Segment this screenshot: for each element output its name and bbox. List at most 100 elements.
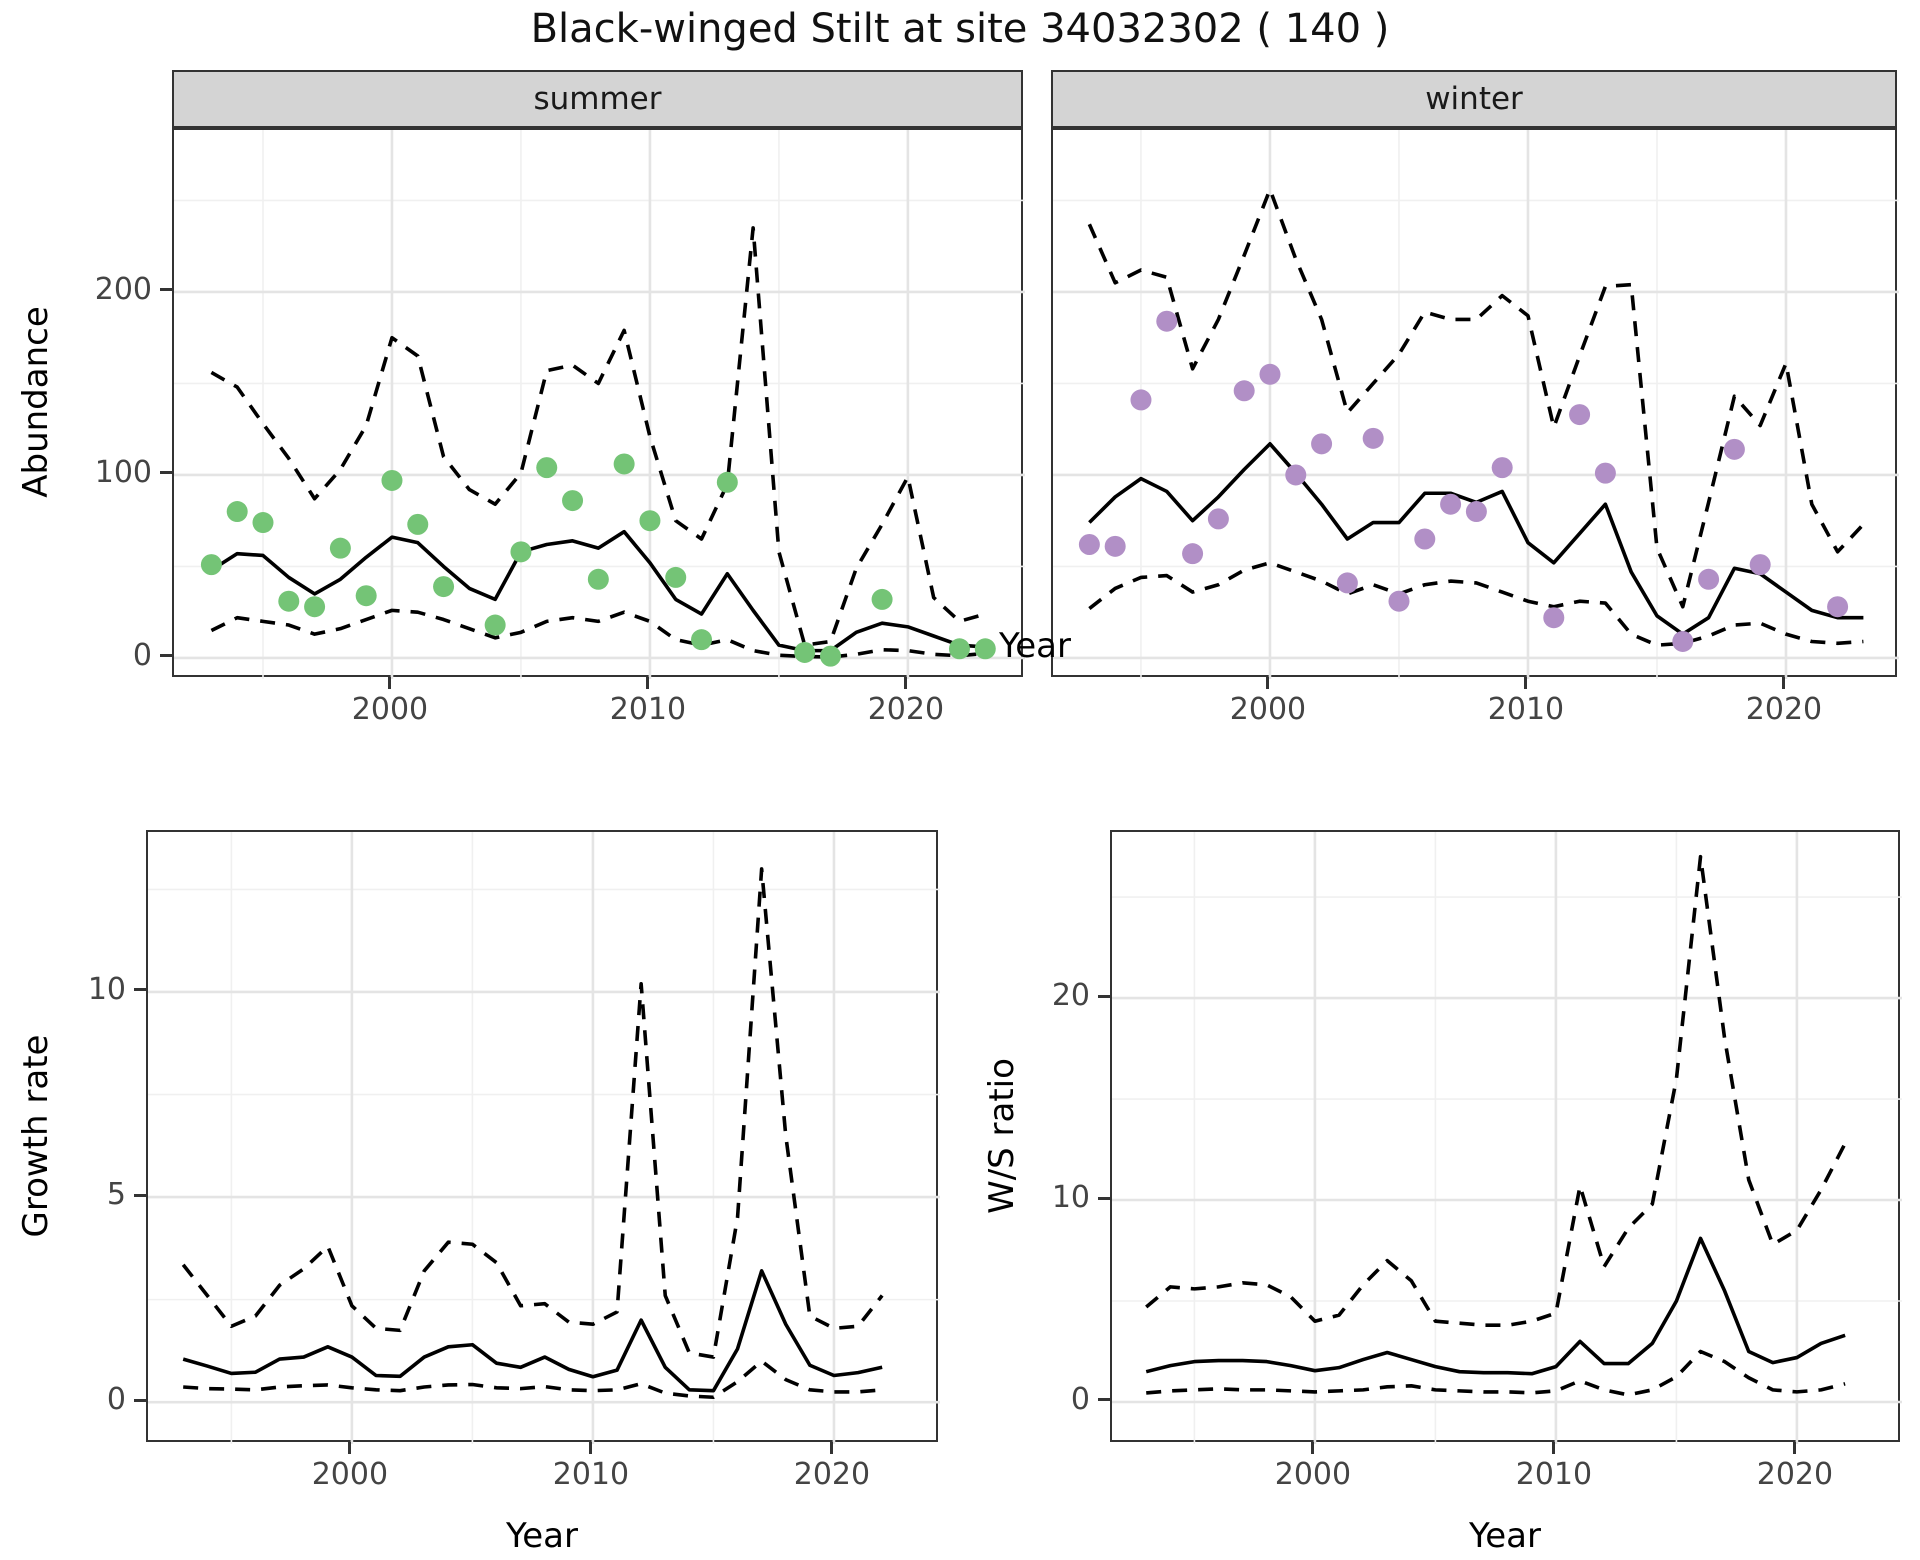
abundance-winter-observed-point xyxy=(1543,607,1565,629)
y-tick-label: 20 xyxy=(1051,978,1090,1014)
abundance-summer-observed-point xyxy=(278,590,300,612)
abundance-winter-observed-point xyxy=(1207,508,1229,530)
abundance-winter-observed-point xyxy=(1078,533,1100,555)
panel-abundance-summer xyxy=(172,128,1025,679)
x-tick-mark xyxy=(1552,1442,1556,1454)
y-tick-label: 200 xyxy=(94,271,152,307)
abundance-winter-observed-point xyxy=(1362,427,1384,449)
abundance-summer-observed-point xyxy=(252,512,274,534)
abundance-summer-observed-point xyxy=(820,645,842,667)
y-tick-mark xyxy=(1098,1196,1110,1200)
x-tick-label: 2020 xyxy=(793,1457,871,1492)
abundance-summer-observed-point xyxy=(536,457,558,479)
facet-strip-winter: winter xyxy=(1051,70,1897,128)
x-tick-label: 2000 xyxy=(351,692,429,727)
growth-rate-lower-ci-line xyxy=(183,1359,883,1400)
x-tick-label: 2010 xyxy=(1487,692,1565,727)
growth-rate-plot xyxy=(148,832,940,1444)
abundance-summer-observed-point xyxy=(304,596,326,618)
abundance-winter-observed-point xyxy=(1440,493,1462,515)
x-tick-mark xyxy=(830,1442,834,1454)
abundance-summer-observed-point xyxy=(407,513,429,535)
growth-rate-median-line xyxy=(182,1269,883,1393)
ws-ratio-median-line xyxy=(1145,1236,1846,1376)
ws-ratio-lower-ci-line xyxy=(1146,1349,1846,1397)
x-tick-label: 2000 xyxy=(1229,692,1307,727)
facet-strip-winter-label: winter xyxy=(1425,81,1523,117)
x-tick-mark xyxy=(1793,1442,1797,1454)
abundance-winter-observed-point xyxy=(1723,438,1745,460)
x-tick-mark xyxy=(589,1442,593,1454)
x-tick-label: 2010 xyxy=(552,1457,630,1492)
abundance-winter-observed-point xyxy=(1311,433,1333,455)
y-tick-mark xyxy=(160,654,172,658)
y-tick-mark xyxy=(1098,994,1110,998)
y-tick-label: 5 xyxy=(106,1177,126,1213)
abundance-winter-observed-point xyxy=(1182,543,1204,565)
chart-title: Black-winged Stilt at site 34032302 ( 14… xyxy=(530,6,1390,52)
x-tick-label: 2010 xyxy=(1515,1457,1593,1492)
y-tick-mark xyxy=(134,1398,146,1402)
abundance-summer-observed-point xyxy=(355,585,377,607)
y-tick-mark xyxy=(160,288,172,292)
y-tick-mark xyxy=(134,988,146,992)
y-tick-label: 10 xyxy=(87,971,126,1007)
x-axis-label-year-ws: Year xyxy=(1469,1516,1541,1556)
abundance-winter-observed-point xyxy=(1827,596,1849,618)
abundance-summer-observed-point xyxy=(639,510,661,532)
abundance-summer-lower-ci-line xyxy=(210,608,986,659)
abundance-summer-observed-point xyxy=(226,501,248,523)
abundance-winter-observed-point xyxy=(1233,380,1255,402)
abundance-winter-lower-ci-line xyxy=(1088,560,1864,647)
abundance-summer-observed-point xyxy=(948,638,970,660)
x-tick-mark xyxy=(1266,677,1270,689)
abundance-winter-observed-point xyxy=(1569,404,1591,426)
y-tick-mark xyxy=(160,471,172,475)
panel-growth-rate xyxy=(146,830,940,1444)
y-tick-label: 0 xyxy=(1070,1381,1090,1417)
growth-rate-upper-ci-line xyxy=(181,867,884,1359)
facet-strip-summer-label: summer xyxy=(533,81,662,117)
x-tick-label: 2020 xyxy=(1745,692,1823,727)
abundance-summer-observed-point xyxy=(974,638,996,660)
abundance-summer-observed-point xyxy=(562,490,584,512)
abundance-winter-observed-point xyxy=(1414,528,1436,550)
y-tick-label: 0 xyxy=(106,1382,126,1418)
ws-ratio-upper-ci-line xyxy=(1145,854,1847,1328)
x-axis-label-year-growth: Year xyxy=(506,1516,578,1556)
abundance-winter-observed-point xyxy=(1698,568,1720,590)
panel-abundance-winter xyxy=(1051,128,1899,679)
abundance-summer-plot xyxy=(174,130,1025,679)
abundance-summer-observed-point xyxy=(381,469,403,491)
abundance-winter-observed-point xyxy=(1672,630,1694,652)
abundance-winter-observed-point xyxy=(1130,389,1152,411)
abundance-winter-observed-point xyxy=(1388,590,1410,612)
y-tick-label: 0 xyxy=(132,637,152,673)
abundance-summer-upper-ci-line xyxy=(210,226,986,647)
abundance-summer-observed-point xyxy=(691,629,713,651)
abundance-summer-observed-point xyxy=(200,554,222,576)
abundance-winter-median-line xyxy=(1088,442,1864,636)
ws-ratio-plot xyxy=(1112,832,1902,1444)
x-axis-label-year-top: Year xyxy=(999,626,1071,666)
abundance-winter-observed-point xyxy=(1465,501,1487,523)
abundance-summer-observed-point xyxy=(510,541,532,563)
y-tick-label: 10 xyxy=(1051,1180,1090,1215)
abundance-summer-observed-point xyxy=(613,453,635,475)
abundance-winter-observed-point xyxy=(1104,535,1126,557)
x-tick-label: 2010 xyxy=(609,692,687,727)
abundance-winter-upper-ci-line xyxy=(1087,187,1865,609)
x-tick-label: 2000 xyxy=(1274,1457,1352,1492)
abundance-summer-median-line xyxy=(210,529,986,653)
abundance-winter-observed-point xyxy=(1594,462,1616,484)
x-tick-label: 2020 xyxy=(867,692,945,727)
y-tick-label: 100 xyxy=(94,454,152,490)
abundance-summer-observed-point xyxy=(665,566,687,588)
abundance-winter-observed-point xyxy=(1285,464,1307,486)
abundance-summer-observed-point xyxy=(794,641,816,663)
abundance-summer-observed-point xyxy=(716,471,738,493)
y-tick-mark xyxy=(1098,1398,1110,1402)
abundance-winter-observed-point xyxy=(1336,572,1358,594)
x-tick-mark xyxy=(904,677,908,689)
